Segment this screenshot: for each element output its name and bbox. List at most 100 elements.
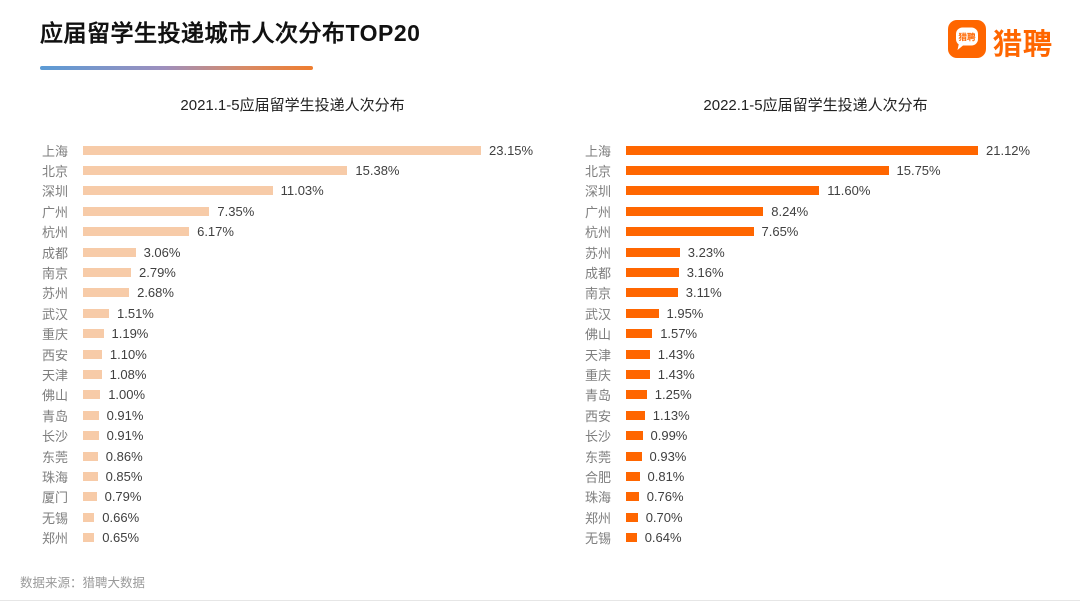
value-label: 0.91%	[106, 428, 144, 444]
value-label: 21.12%	[986, 142, 1031, 158]
bar-row: 成都 3.06%	[40, 242, 545, 262]
city-label: 成都	[584, 266, 611, 282]
bar	[626, 533, 637, 543]
value-label: 3.06%	[143, 244, 181, 260]
city-label: 苏州	[584, 245, 611, 261]
bar-row: 深圳 11.60%	[583, 181, 1048, 201]
chart-2022-title: 2022.1-5应届留学生投递人次分布	[703, 97, 928, 114]
bar	[626, 369, 650, 379]
bar-row: 合肥 0.81%	[583, 466, 1048, 486]
bar	[83, 308, 109, 318]
bar-row: 深圳 11.03%	[40, 181, 545, 201]
chart-2021-rows: 上海 23.15% 北京 15.38% 深圳 11.03% 广州 7.35% 杭州 6.17% 成都…	[40, 140, 545, 548]
city-label: 武汉	[41, 306, 68, 322]
bar-row: 上海 23.15%	[40, 140, 545, 160]
bar	[83, 227, 190, 237]
bar-row: 苏州 3.23%	[583, 242, 1048, 262]
city-label: 北京	[584, 164, 611, 180]
bar-row: 天津 1.43%	[583, 344, 1048, 364]
value-label: 1.43%	[657, 366, 695, 382]
bar	[83, 268, 131, 278]
bar	[83, 369, 102, 379]
city-label: 东莞	[41, 449, 68, 465]
bar-row: 北京 15.75%	[583, 160, 1048, 180]
bar	[626, 512, 638, 522]
page-title: 应届留学生投递城市人次分布TOP20	[40, 20, 421, 46]
bar	[626, 431, 643, 441]
city-label: 天津	[584, 347, 611, 363]
city-label: 广州	[584, 204, 611, 220]
bar-row: 杭州 7.65%	[583, 222, 1048, 242]
bar	[83, 288, 130, 298]
bar	[83, 471, 98, 481]
bar	[83, 533, 95, 543]
bar	[83, 349, 102, 359]
value-label: 1.43%	[657, 346, 695, 362]
city-label: 南京	[584, 286, 611, 302]
bar-row: 广州 8.24%	[583, 201, 1048, 221]
value-label: 0.99%	[650, 428, 688, 444]
city-label: 郑州	[584, 510, 611, 526]
value-label: 0.65%	[102, 530, 140, 546]
bar-row: 西安 1.10%	[40, 344, 545, 364]
value-label: 0.86%	[105, 448, 143, 464]
value-label: 8.24%	[771, 203, 809, 219]
bar	[626, 186, 820, 196]
bar-row: 天津 1.08%	[40, 364, 545, 384]
bar	[626, 206, 764, 216]
bar-row: 西安 1.13%	[583, 405, 1048, 425]
value-label: 2.68%	[137, 285, 174, 301]
city-label: 长沙	[41, 429, 68, 445]
value-label: 0.79%	[104, 489, 142, 505]
bar-row: 苏州 2.68%	[40, 283, 545, 303]
city-label: 武汉	[584, 306, 611, 322]
bar-row: 武汉 1.95%	[583, 303, 1048, 323]
bar-row: 厦门 0.79%	[40, 487, 545, 507]
city-label: 佛山	[584, 327, 611, 343]
city-label: 合肥	[584, 469, 611, 485]
city-label: 珠海	[41, 469, 68, 485]
bar	[83, 166, 348, 176]
chart-2021-title: 2021.1-5应届留学生投递人次分布	[180, 97, 405, 114]
chart-2022-rows: 上海 21.12% 北京 15.75% 深圳 11.60% 广州 8.24% 杭州 7.65% 苏州…	[583, 140, 1048, 548]
city-label: 苏州	[41, 286, 68, 302]
city-label: 深圳	[584, 184, 611, 200]
value-label: 0.64%	[644, 530, 682, 546]
bar	[626, 247, 680, 257]
bar	[83, 186, 273, 196]
city-label: 西安	[41, 347, 68, 363]
bar-row: 成都 3.16%	[583, 262, 1048, 282]
bar-row: 青岛 0.91%	[40, 405, 545, 425]
city-label: 杭州	[41, 225, 68, 241]
city-label: 天津	[41, 367, 68, 383]
value-label: 3.11%	[685, 285, 722, 301]
bar-row: 佛山 1.00%	[40, 385, 545, 405]
city-label: 西安	[584, 408, 611, 424]
value-label: 1.13%	[652, 407, 690, 423]
value-label: 1.10%	[109, 346, 147, 362]
value-label: 3.23%	[687, 244, 725, 260]
bar-row: 长沙 0.91%	[40, 425, 545, 445]
bar-row: 杭州 6.17%	[40, 222, 545, 242]
value-label: 0.76%	[646, 489, 684, 505]
value-label: 15.75%	[896, 163, 941, 179]
bar	[626, 410, 645, 420]
bar	[83, 512, 95, 522]
city-label: 深圳	[41, 184, 68, 200]
bar	[626, 349, 650, 359]
bar-row: 无锡 0.64%	[583, 527, 1048, 547]
bar	[626, 288, 678, 298]
bar-row: 青岛 1.25%	[583, 385, 1048, 405]
value-label: 7.65%	[761, 224, 799, 240]
logo-bubble-text: 猎聘	[957, 32, 976, 42]
value-label: 1.00%	[108, 387, 146, 403]
chart-2021: 2021.1-5应届留学生投递人次分布 上海 23.15% 北京 15.38% 深圳 11…	[40, 96, 545, 548]
bar-row: 重庆 1.19%	[40, 324, 545, 344]
value-label: 0.85%	[105, 468, 143, 484]
bar	[83, 145, 481, 155]
bar-row: 珠海 0.85%	[40, 466, 545, 486]
bar	[626, 390, 647, 400]
value-label: 11.60%	[827, 183, 871, 199]
value-label: 23.15%	[489, 142, 534, 158]
value-label: 1.08%	[109, 366, 147, 382]
